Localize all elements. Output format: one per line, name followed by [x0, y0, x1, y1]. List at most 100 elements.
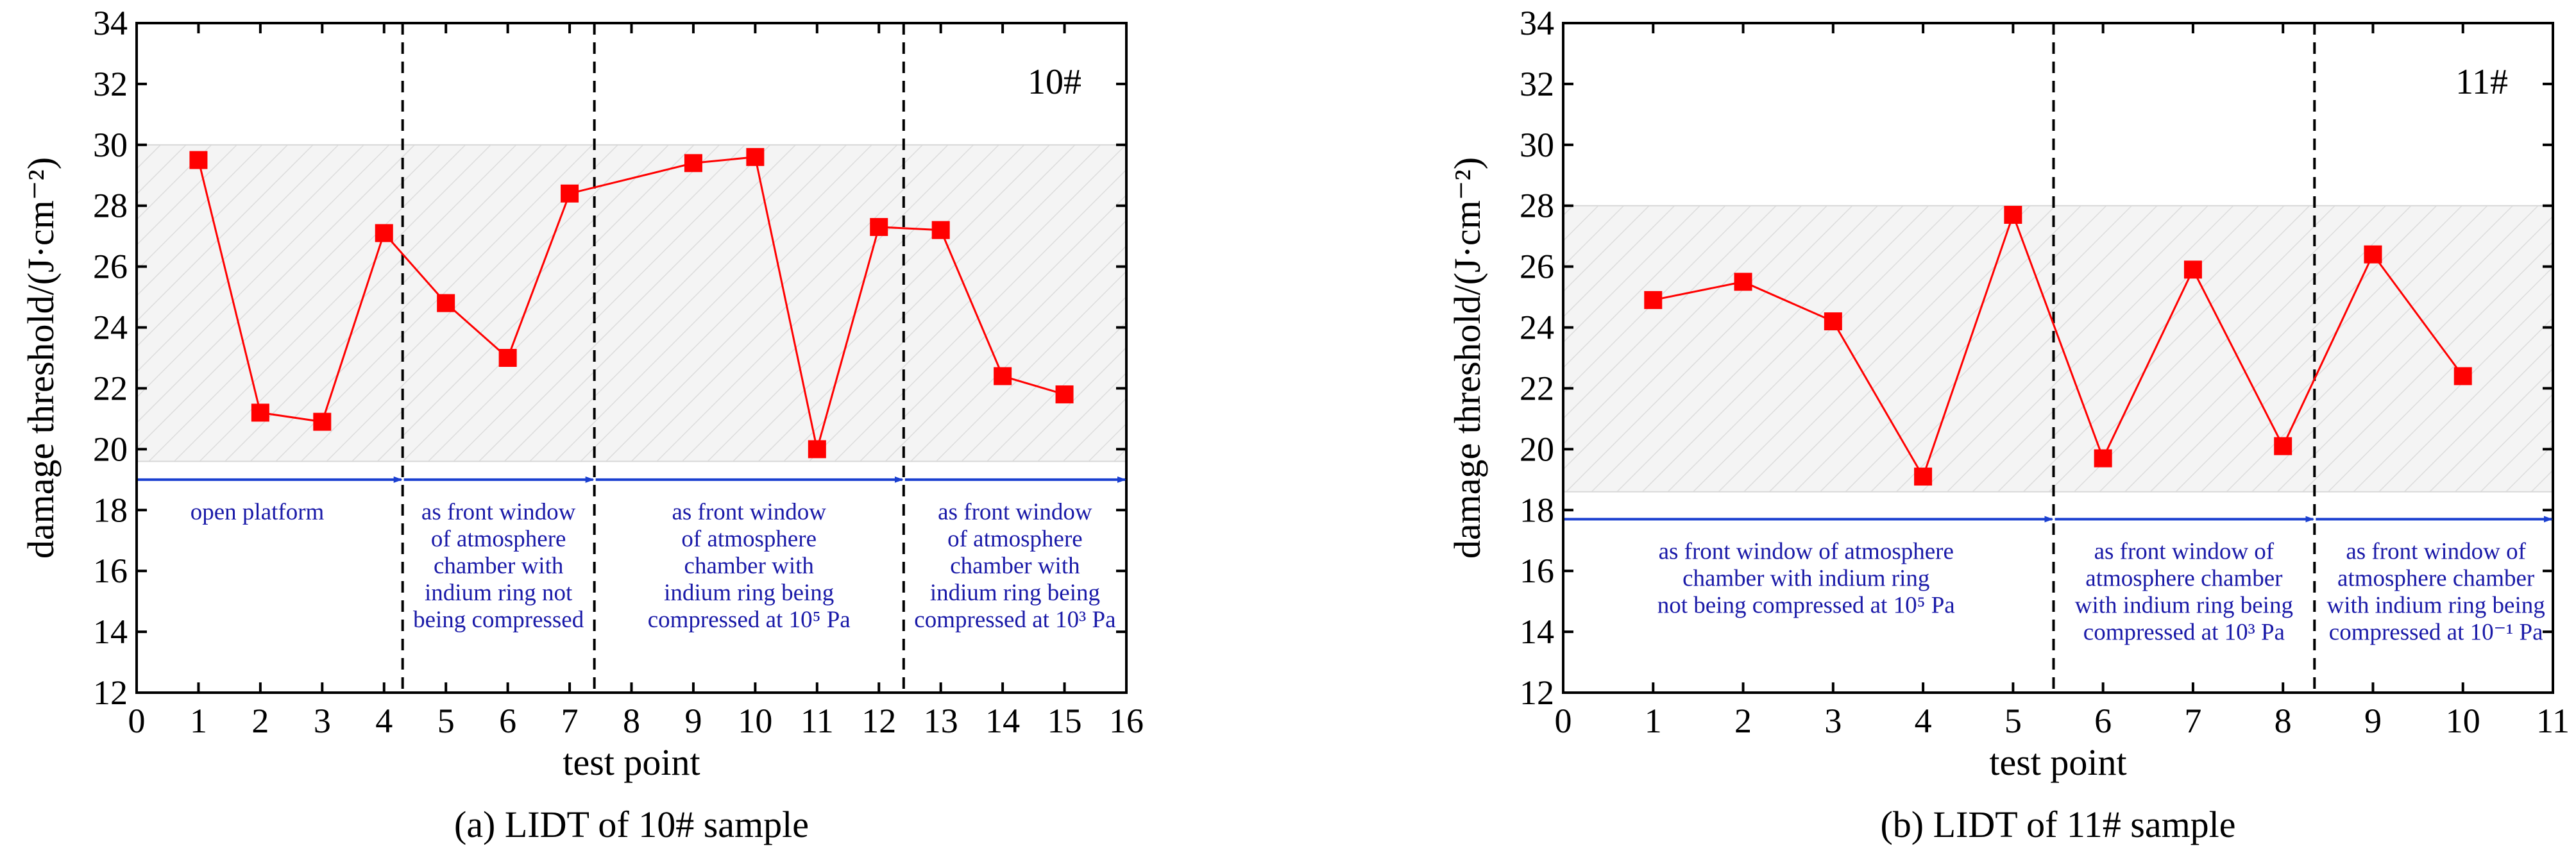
y-tick-label: 16: [93, 552, 128, 590]
shaded-range-band: [137, 144, 1126, 462]
data-point: [2364, 245, 2382, 264]
data-point: [1914, 468, 1933, 486]
region-annotation: chamber with: [434, 553, 564, 579]
x-tick-label: 2: [251, 702, 269, 740]
data-point: [437, 294, 455, 312]
y-tick-label: 20: [93, 430, 128, 468]
y-tick-label: 34: [93, 4, 128, 42]
y-tick-label: 30: [93, 126, 128, 164]
x-tick-label: 11: [801, 702, 834, 740]
panel-label: 10#: [1028, 62, 1081, 102]
x-tick-label: 6: [2094, 702, 2112, 740]
region-annotation: with indium ring being: [2327, 593, 2545, 619]
data-point: [1055, 385, 1074, 403]
region-annotation: not being compressed at 10⁵ Pa: [1657, 593, 1955, 619]
x-tick-label: 3: [1824, 702, 1842, 740]
region-annotation: as front window of: [2094, 539, 2275, 565]
y-tick-label: 26: [1520, 248, 1554, 286]
region-annotation: compressed at 10³ Pa: [2083, 620, 2285, 646]
y-tick-label: 18: [1520, 491, 1554, 529]
region-annotation: indium ring not: [425, 580, 573, 606]
shaded-range-band: [1563, 205, 2553, 492]
x-tick-label: 12: [861, 702, 896, 740]
data-point: [251, 403, 269, 422]
x-tick-label: 4: [375, 702, 393, 740]
y-tick-label: 20: [1520, 430, 1554, 468]
region-annotation: as front window of: [2346, 539, 2526, 565]
region-annotation: of atmosphere: [947, 526, 1083, 552]
x-tick-label: 16: [1109, 702, 1144, 740]
region-annotation: atmosphere chamber: [2085, 566, 2282, 592]
region-annotation: open platform: [191, 499, 325, 525]
data-point: [808, 440, 826, 459]
region-annotation: being compressed: [413, 607, 584, 633]
x-tick-label: 14: [985, 702, 1020, 740]
x-tick-label: 5: [437, 702, 455, 740]
series-line: [1652, 212, 2464, 479]
x-tick-label: 10: [2446, 702, 2480, 740]
y-tick-label: 32: [1520, 65, 1554, 103]
data-point: [498, 349, 517, 367]
data-point: [746, 148, 765, 166]
region-annotation: chamber with indium ring: [1682, 566, 1929, 592]
region-annotation: indium ring being: [930, 580, 1100, 606]
data-point: [375, 224, 393, 242]
data-point: [561, 184, 579, 203]
y-tick-label: 12: [1520, 673, 1554, 712]
x-tick-label: 8: [2275, 702, 2292, 740]
plot-frame: [1562, 22, 2554, 694]
figure-caption: (a) LIDT of 10# sample: [454, 804, 809, 845]
region-annotation: indium ring being: [664, 580, 834, 606]
series-line: [197, 156, 1065, 450]
data-point: [1824, 312, 1842, 331]
x-tick-label: 13: [924, 702, 958, 740]
y-axis-title: damage threshold/(J·cm⁻²): [20, 157, 62, 559]
data-point: [2183, 260, 2202, 279]
x-tick-label: 5: [2004, 702, 2022, 740]
y-tick-label: 26: [93, 248, 128, 286]
x-tick-label: 8: [623, 702, 640, 740]
x-tick-label: 2: [1734, 702, 1752, 740]
data-point: [313, 412, 332, 431]
y-tick-label: 32: [93, 65, 128, 103]
region-annotation: with indium ring being: [2075, 593, 2293, 619]
data-point: [684, 154, 702, 173]
data-point: [994, 367, 1012, 385]
figure-caption: (b) LIDT of 11# sample: [1880, 804, 2235, 845]
y-tick-label: 24: [93, 308, 128, 347]
panel-label: 11#: [2455, 62, 2508, 102]
x-tick-label: 11: [2536, 702, 2570, 740]
x-axis-title: test point: [563, 741, 700, 783]
x-tick-label: 4: [1915, 702, 1932, 740]
region-annotation: as front window: [672, 499, 826, 525]
y-tick-label: 24: [1520, 308, 1554, 347]
region-annotation: as front window: [421, 499, 576, 525]
region-annotation: as front window: [938, 499, 1092, 525]
x-tick-label: 9: [684, 702, 702, 740]
y-tick-label: 14: [1520, 612, 1554, 651]
data-point: [1734, 273, 1752, 291]
data-point: [2453, 367, 2472, 385]
x-tick-label: 7: [561, 702, 579, 740]
data-point: [1644, 291, 1663, 309]
data-point: [189, 151, 208, 169]
region-annotation: atmosphere chamber: [2337, 566, 2534, 592]
y-axis-title: damage threshold/(J·cm⁻²): [1446, 157, 1488, 559]
region-annotation: of atmosphere: [431, 526, 566, 552]
y-tick-label: 16: [1520, 552, 1554, 590]
x-tick-label: 9: [2364, 702, 2382, 740]
x-tick-label: 3: [314, 702, 331, 740]
y-tick-label: 12: [93, 673, 128, 712]
region-annotation: compressed at 10³ Pa: [914, 607, 1115, 633]
region-annotation: chamber with: [684, 553, 815, 579]
x-tick-label: 7: [2184, 702, 2201, 740]
y-tick-label: 22: [1520, 369, 1554, 407]
y-tick-label: 22: [93, 369, 128, 407]
y-tick-label: 30: [1520, 126, 1554, 164]
x-tick-label: 0: [1555, 702, 1572, 740]
region-annotation: compressed at 10⁻¹ Pa: [2329, 620, 2543, 646]
region-annotation: compressed at 10⁵ Pa: [648, 607, 851, 633]
x-tick-label: 0: [128, 702, 146, 740]
region-annotation: of atmosphere: [681, 526, 817, 552]
y-tick-label: 28: [1520, 187, 1554, 225]
